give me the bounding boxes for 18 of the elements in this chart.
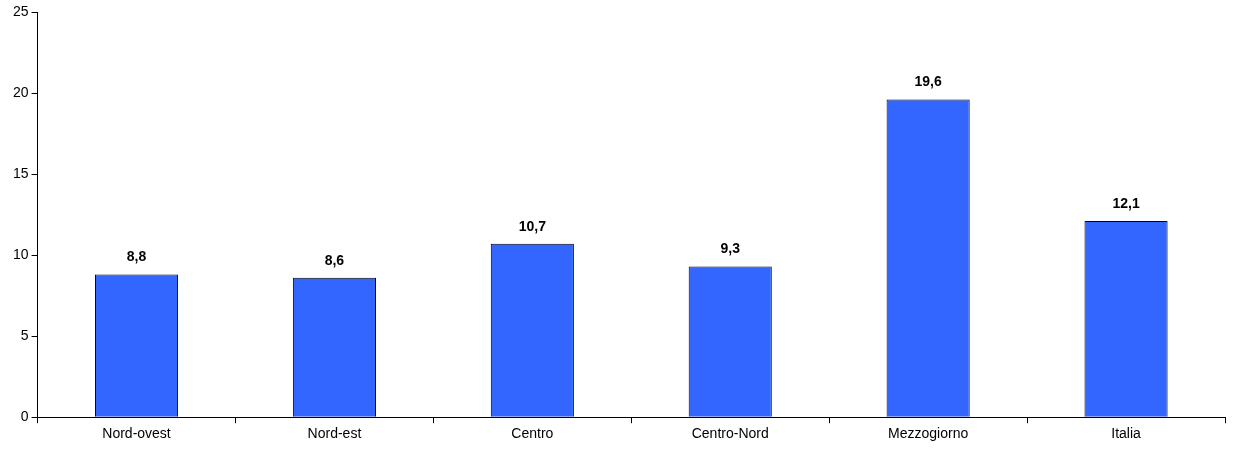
x-tick-label: Nord-ovest [102, 425, 171, 442]
data-label: 12,1 [1112, 194, 1140, 211]
y-tick-label: 0 [20, 408, 29, 425]
x-tick-label: Centro [511, 425, 554, 442]
y-tick-label: 10 [12, 245, 29, 262]
x-tick-label: Italia [1111, 425, 1142, 442]
data-label: 9,3 [720, 240, 741, 257]
x-tick-label: Nord-est [307, 425, 362, 442]
y-tick-label: 5 [20, 327, 29, 344]
x-tick-label: Centro-Nord [691, 425, 769, 442]
data-label: 10,7 [518, 217, 547, 234]
y-tick-label: 25 [12, 2, 29, 19]
x-tick-label: Mezzogiorno [888, 425, 969, 442]
y-tick-label: 20 [12, 83, 29, 100]
data-label: 19,6 [914, 73, 942, 90]
data-label: 8,6 [324, 251, 345, 268]
y-tick-label: 15 [12, 164, 29, 181]
data-label: 8,8 [126, 248, 147, 265]
